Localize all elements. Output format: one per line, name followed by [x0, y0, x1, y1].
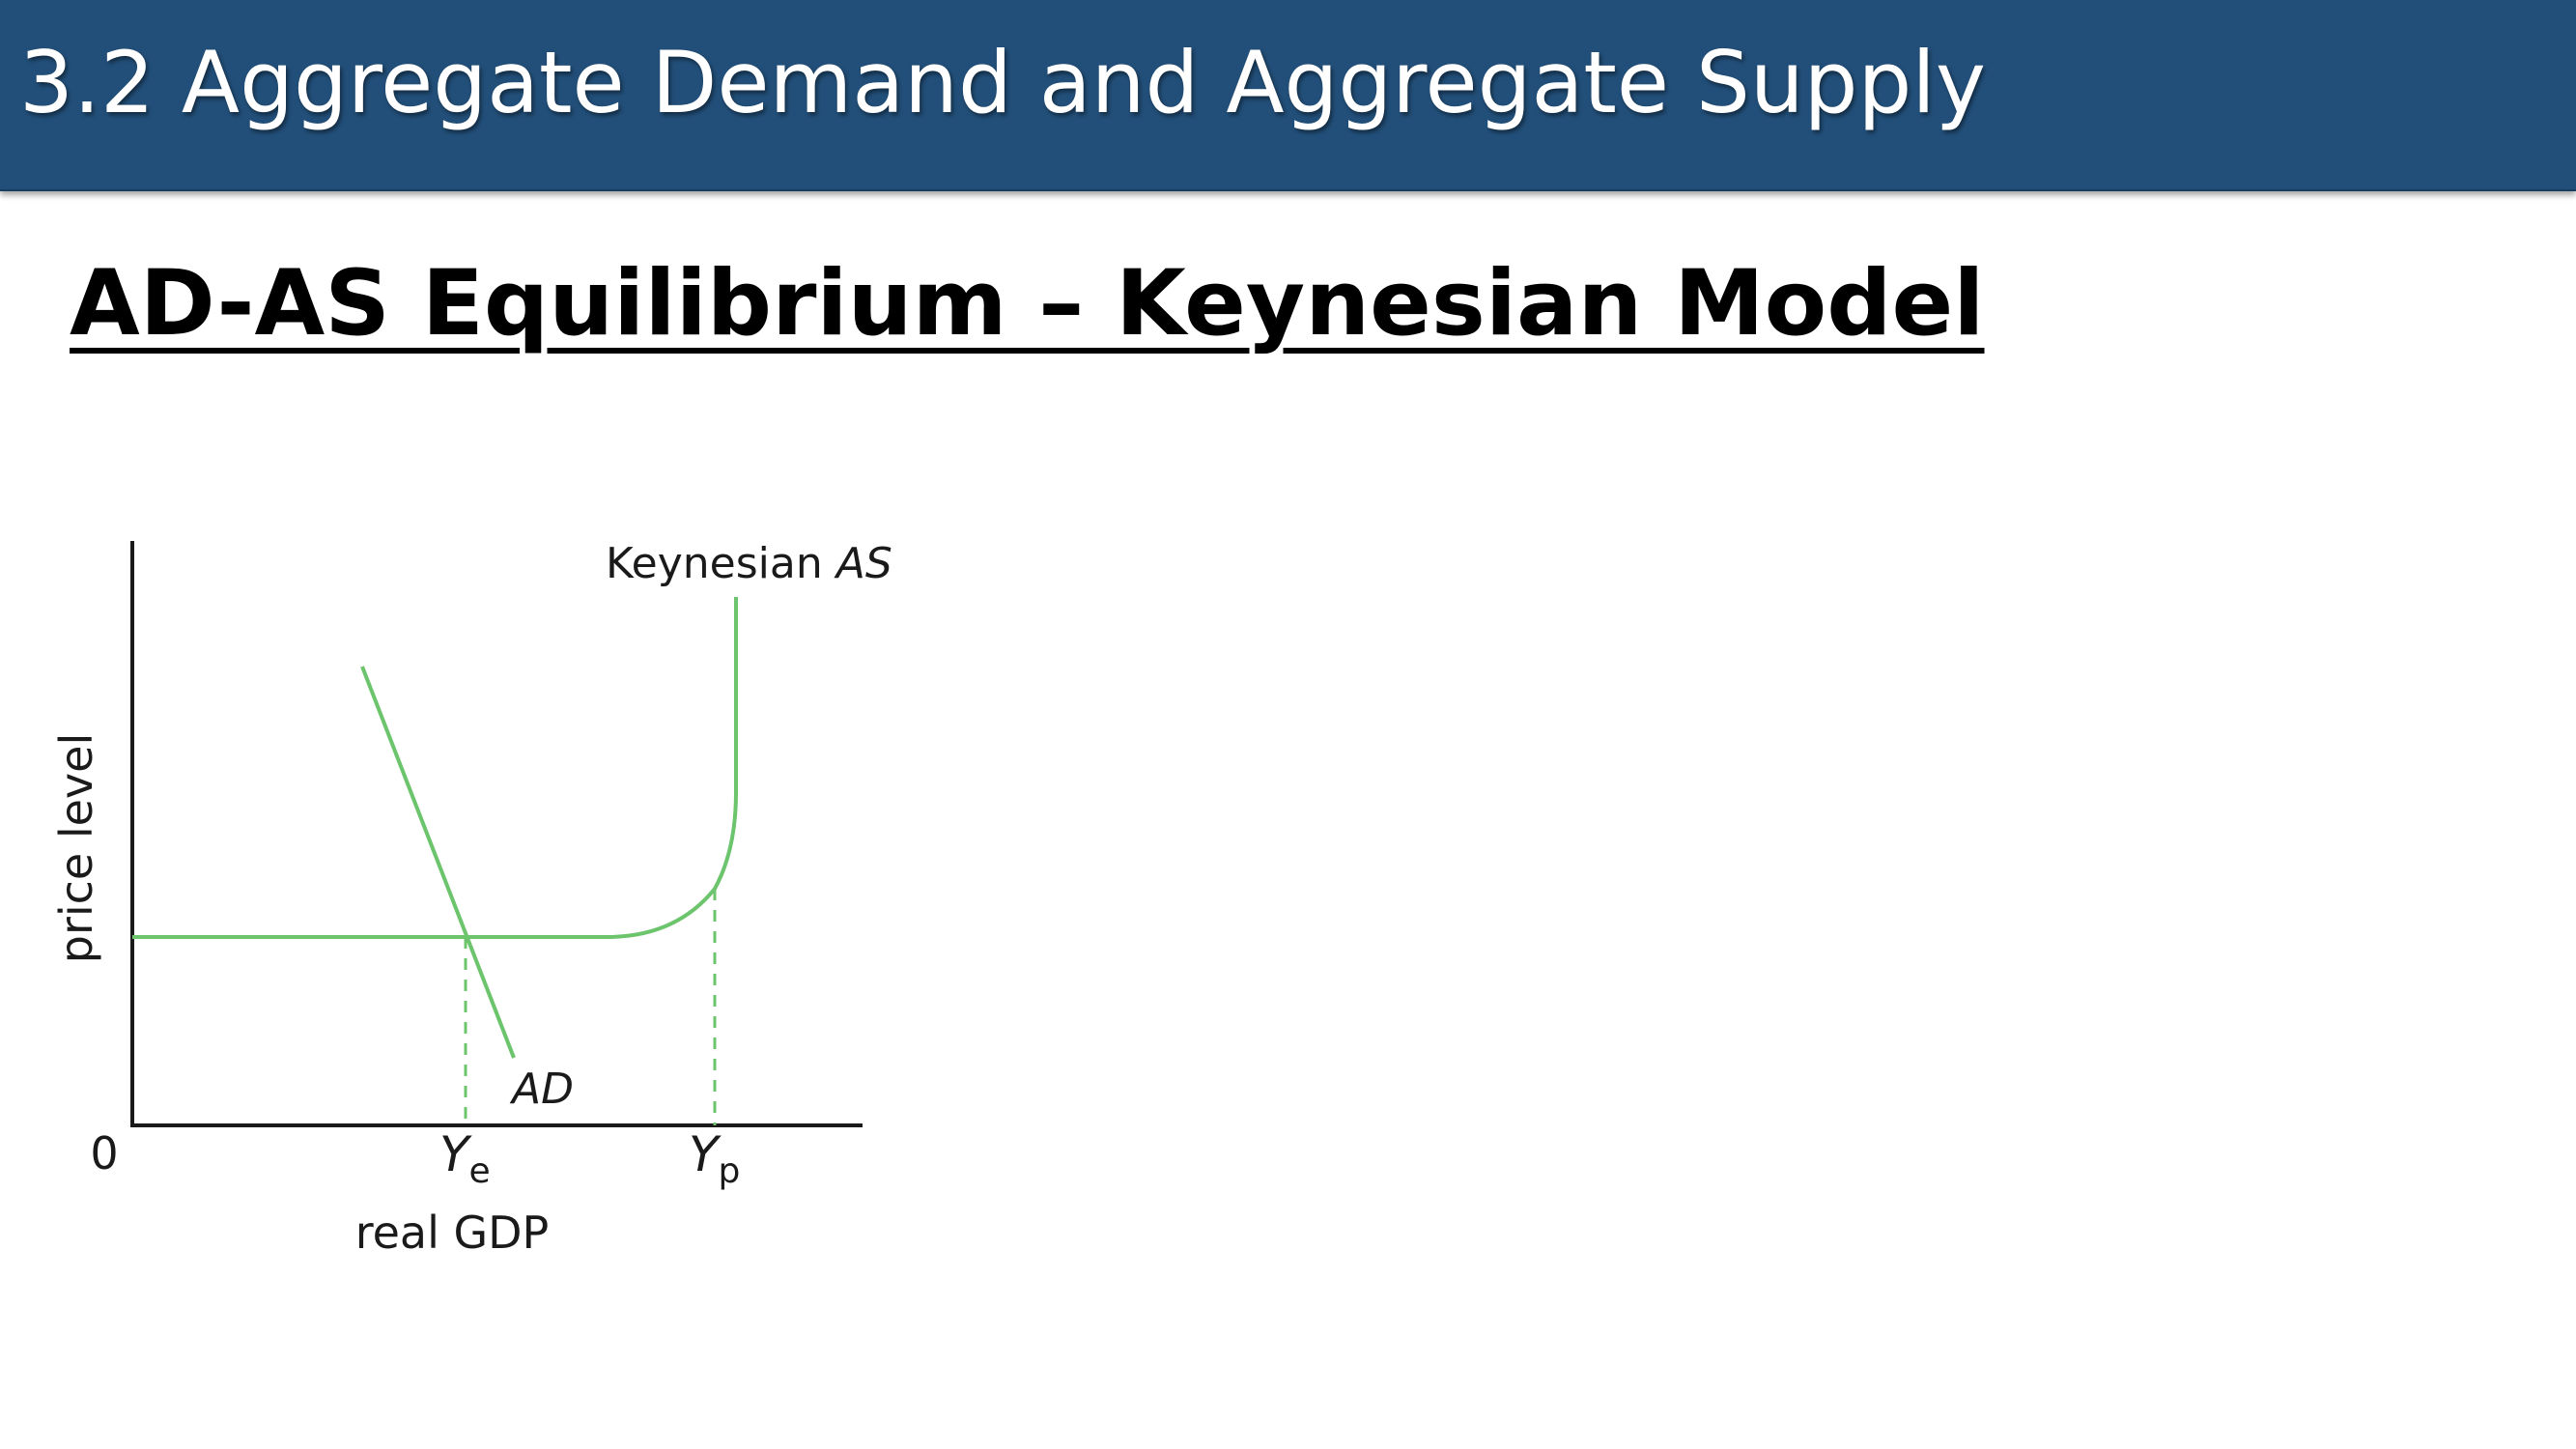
yp-label-sub: p [719, 1151, 741, 1191]
header-title: 3.2 Aggregate Demand and Aggregate Suppl… [19, 33, 1986, 132]
slide-title: AD-AS Equilibrium – Keynesian Model [70, 251, 1985, 356]
yp-label-main: Y [689, 1126, 722, 1182]
origin-label: 0 [90, 1127, 118, 1179]
as-curve-label-italic: AS [834, 539, 892, 588]
header-bar: 3.2 Aggregate Demand and Aggregate Suppl… [0, 0, 2576, 191]
y-axis-label: price level [50, 733, 102, 964]
yp-label: Yp [689, 1126, 740, 1191]
ye-label: Ye [439, 1126, 491, 1191]
as-curve-label-prefix: Keynesian [606, 539, 836, 588]
ad-curve-label: AD [509, 1065, 574, 1114]
as-curve-label: Keynesian AS [606, 539, 892, 588]
keynesian-as-curve [132, 597, 738, 939]
ye-label-main: Y [439, 1126, 472, 1182]
ye-label-sub: e [469, 1151, 491, 1191]
x-axis-label: real GDP [355, 1207, 550, 1259]
ad-curve [360, 666, 516, 1059]
